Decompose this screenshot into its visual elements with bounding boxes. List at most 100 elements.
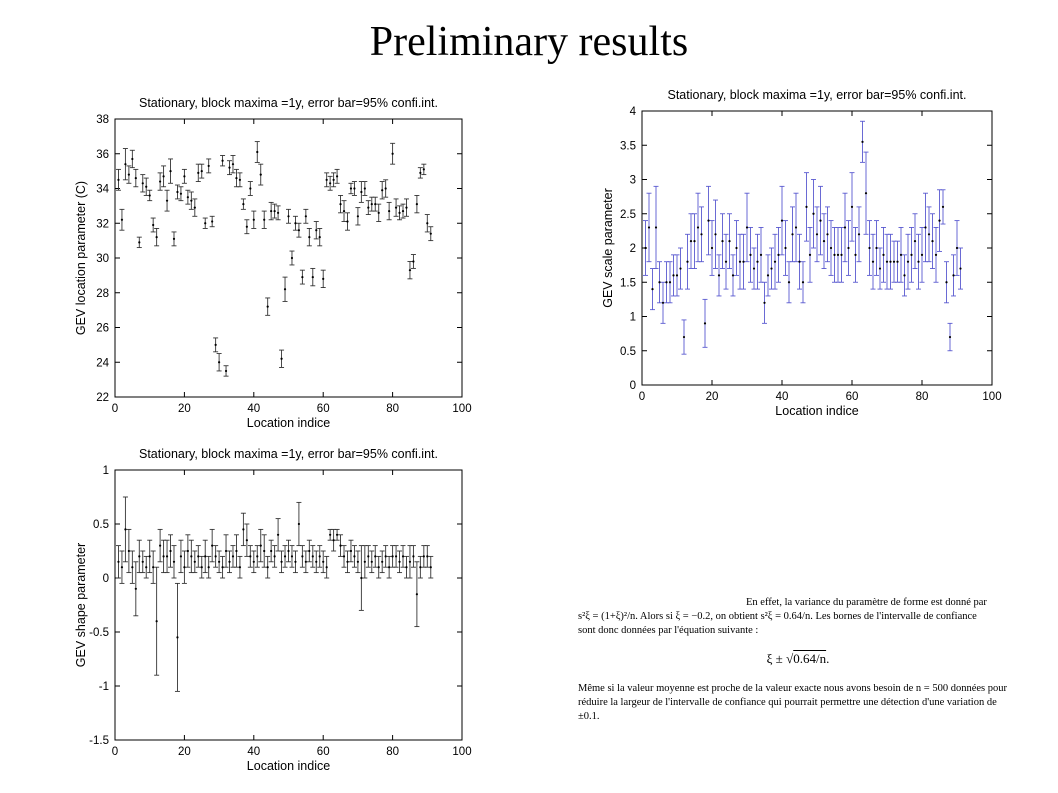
- chart-title: Stationary, block maxima =1y, error bar=…: [139, 96, 438, 110]
- data-point: [377, 211, 380, 214]
- data-point: [231, 555, 235, 558]
- data-point: [415, 203, 418, 206]
- data-point: [405, 206, 408, 209]
- data-point: [270, 209, 273, 213]
- data-point: [138, 241, 141, 244]
- data-point: [204, 222, 207, 225]
- data-point: [864, 192, 868, 195]
- data-point: [426, 222, 429, 225]
- data-point: [273, 555, 276, 558]
- data-point: [259, 544, 262, 547]
- slide-title: Preliminary results: [369, 19, 689, 65]
- data-point: [218, 560, 221, 563]
- data-point: [207, 164, 210, 168]
- data-point: [238, 566, 242, 569]
- data-point: [349, 187, 353, 190]
- data-point: [861, 140, 864, 143]
- y-tick-label: 2: [630, 243, 636, 255]
- data-point: [805, 205, 808, 208]
- data-point: [294, 222, 297, 225]
- x-tick-label: 0: [639, 391, 645, 403]
- data-point: [346, 560, 349, 563]
- data-point: [134, 176, 137, 180]
- data-point: [787, 281, 791, 284]
- data-point: [120, 218, 124, 221]
- data-point: [384, 555, 387, 558]
- data-point: [661, 301, 665, 304]
- data-point: [335, 175, 339, 178]
- data-point: [412, 555, 415, 558]
- data-point: [651, 288, 654, 291]
- data-point: [850, 205, 854, 208]
- data-point: [266, 305, 269, 308]
- data-point: [756, 260, 759, 263]
- data-point: [745, 226, 749, 229]
- data-point: [290, 256, 294, 260]
- data-point: [138, 555, 141, 558]
- data-point: [398, 211, 401, 214]
- y-tick-label: 34: [96, 184, 109, 196]
- x-tick-label: 40: [247, 403, 260, 415]
- data-point: [766, 274, 770, 277]
- data-point: [329, 182, 332, 185]
- data-point: [297, 229, 301, 232]
- data-point: [297, 522, 301, 526]
- data-point: [955, 246, 959, 250]
- confidence-formula: ξ ± √0.64/n.: [578, 652, 1018, 666]
- data-point: [675, 274, 679, 277]
- data-point: [728, 240, 731, 243]
- data-point: [238, 178, 242, 181]
- data-point: [899, 253, 903, 256]
- data-point: [394, 555, 398, 558]
- data-point: [370, 203, 373, 206]
- data-point: [941, 205, 945, 208]
- x-tick-label: 100: [452, 403, 471, 415]
- data-point: [197, 171, 200, 174]
- data-point: [200, 566, 203, 569]
- location-parameter-chart: 0 20 40 60 80 100 22 24 26 28 30 32 34 36 38 Stationary…: [74, 96, 472, 430]
- data-point: [159, 544, 162, 547]
- formula-suffix: .: [826, 651, 830, 666]
- data-point: [847, 246, 850, 250]
- y-tick-label: 3: [630, 175, 636, 187]
- data-point: [145, 566, 148, 569]
- x-tick-label: 20: [178, 746, 191, 758]
- data-point: [714, 233, 717, 236]
- x-tick-label: 80: [386, 403, 399, 415]
- data-point: [952, 274, 955, 277]
- x-tick-label: 40: [247, 746, 260, 758]
- data-point: [127, 549, 130, 553]
- y-tick-label: -0.5: [89, 627, 109, 639]
- formula-prefix: ξ ± √: [766, 651, 794, 666]
- data-point: [948, 335, 952, 339]
- data-point: [231, 163, 235, 166]
- data-point: [193, 206, 196, 209]
- data-point: [857, 233, 861, 236]
- x-tick-label: 40: [776, 391, 789, 403]
- data-point: [256, 150, 259, 154]
- data-point: [169, 549, 172, 553]
- data-point: [329, 533, 332, 536]
- data-point: [308, 236, 311, 239]
- data-point: [405, 566, 408, 569]
- y-tick-label: 2.5: [620, 209, 636, 221]
- data-point: [945, 281, 948, 284]
- data-point: [259, 173, 262, 176]
- data-point: [927, 233, 931, 236]
- data-point: [819, 219, 822, 222]
- data-point: [252, 218, 255, 221]
- y-tick-label: 38: [96, 114, 109, 126]
- data-point: [245, 225, 248, 228]
- data-point: [658, 281, 661, 284]
- y-axis-label: GEV scale parameter: [601, 188, 615, 308]
- data-point: [367, 555, 370, 558]
- data-point: [335, 533, 339, 536]
- data-point: [794, 226, 798, 229]
- formula-radicand: 0.64/n: [793, 651, 827, 666]
- data-point: [190, 555, 193, 558]
- x-axis-label: Location indice: [775, 404, 858, 418]
- data-point: [808, 253, 812, 256]
- y-tick-label: 4: [630, 106, 637, 118]
- data-point: [377, 566, 380, 569]
- data-point: [763, 301, 766, 304]
